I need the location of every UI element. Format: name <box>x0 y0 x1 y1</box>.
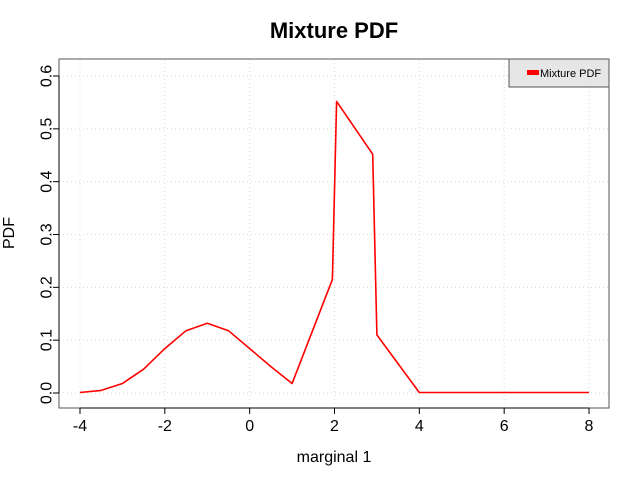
y-tick-label: 0.5 <box>39 118 56 140</box>
x-axis-label: marginal 1 <box>297 449 372 466</box>
x-tick-label: -4 <box>73 418 87 435</box>
y-tick-label: 0.4 <box>39 170 56 192</box>
legend-label: Mixture PDF <box>540 68 601 80</box>
chart-title: Mixture PDF <box>270 18 398 43</box>
x-tick-label: 8 <box>585 418 594 435</box>
y-axis: 0.0 0.1 0.2 0.3 0.4 0.5 0.6 <box>39 65 60 404</box>
x-tick-label: 4 <box>415 418 424 435</box>
x-tick-label: 2 <box>330 418 339 435</box>
legend-swatch <box>527 70 539 75</box>
y-tick-label: 0.2 <box>39 276 56 298</box>
x-axis: -4 -2 0 2 4 6 8 <box>73 407 594 435</box>
legend: Mixture PDF <box>508 58 610 88</box>
x-tick-label: 0 <box>245 418 254 435</box>
y-tick-label: 0.0 <box>39 382 56 404</box>
y-tick-label: 0.6 <box>39 65 56 87</box>
series-line <box>79 100 589 394</box>
legend-box <box>508 58 610 88</box>
series-lines <box>79 100 589 394</box>
y-axis-label: PDF <box>1 217 18 249</box>
x-tick-label: 6 <box>500 418 509 435</box>
y-tick-label: 0.1 <box>39 329 56 351</box>
y-tick-label: 0.3 <box>39 223 56 245</box>
x-tick-label: -2 <box>158 418 172 435</box>
